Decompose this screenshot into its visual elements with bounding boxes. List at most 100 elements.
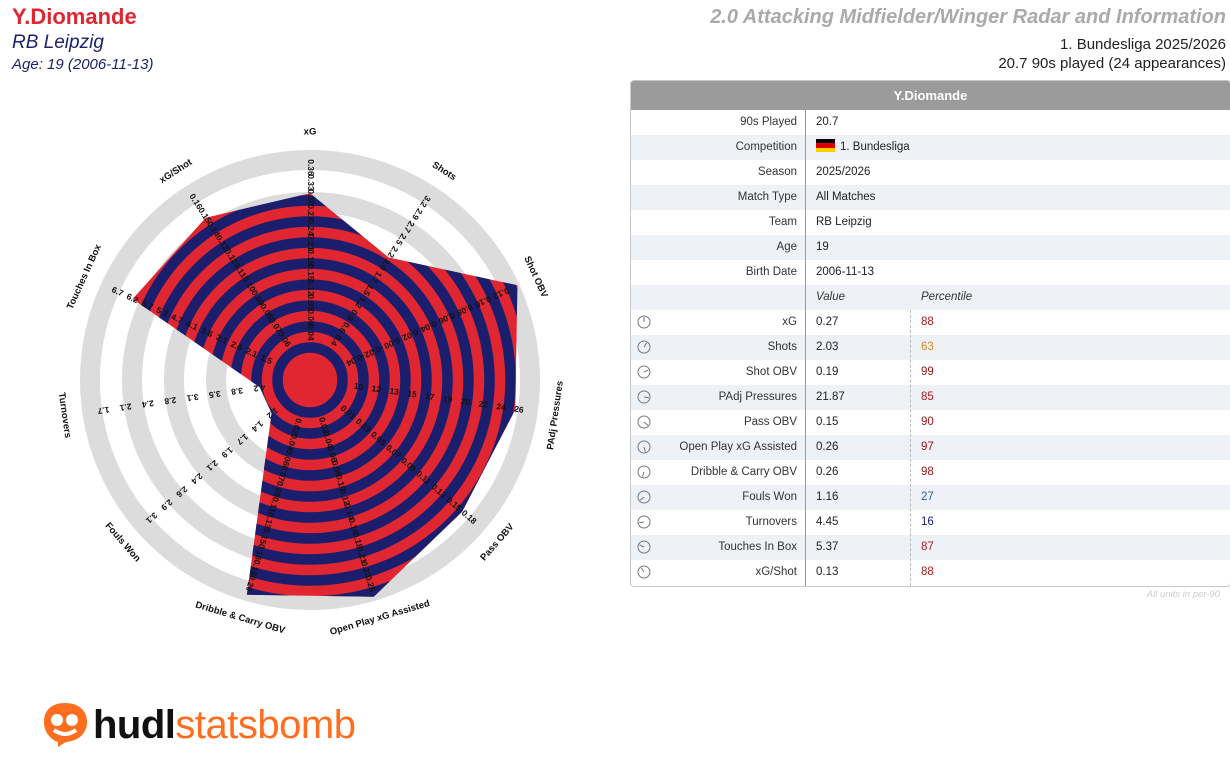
metric-percentile: 85 bbox=[921, 391, 934, 403]
metric-percentile: 99 bbox=[921, 366, 934, 378]
metric-row: Touches In Box 5.37 87 bbox=[631, 535, 1230, 560]
metric-label: xG bbox=[782, 316, 797, 328]
tick-label: 2.6 bbox=[229, 339, 244, 353]
gauge-icon bbox=[637, 315, 651, 329]
tick-label: 0.20 bbox=[244, 574, 258, 593]
percentile-column-header: Percentile bbox=[921, 291, 973, 303]
tick-label: 15 bbox=[407, 388, 418, 399]
tick-label: 0.07 bbox=[276, 464, 290, 483]
metric-row: xG 0.27 88 bbox=[631, 310, 1230, 335]
player-age: Age: 19 (2006-11-13) bbox=[12, 56, 154, 73]
brand-wordmark: hudlstatsbomb bbox=[93, 700, 356, 750]
row-label: Season bbox=[757, 166, 797, 178]
metric-row: Pass OBV 0.15 90 bbox=[631, 410, 1230, 435]
tick-label: 22 bbox=[478, 399, 489, 410]
tick-label: 3.8 bbox=[230, 385, 243, 397]
axis-label: PAdj Pressures bbox=[545, 380, 566, 450]
table-row: 90s Played 20.7 bbox=[631, 110, 1230, 135]
tick-label: 0.21 bbox=[355, 546, 369, 565]
row-value-text: 19 bbox=[816, 241, 829, 253]
metric-label: Touches In Box bbox=[718, 541, 797, 553]
table-row: Birth Date 2006-11-13 bbox=[631, 260, 1230, 285]
row-value: 2025/2026 bbox=[816, 160, 870, 185]
metric-row: PAdj Pressures 21.87 85 bbox=[631, 385, 1230, 410]
metric-percentile: 87 bbox=[921, 541, 934, 553]
row-value: RB Leipzig bbox=[816, 210, 872, 235]
table-title: Y.Diomande bbox=[631, 81, 1230, 110]
radar-chart: 0.040.060.090.120.150.180.210.240.270.30… bbox=[56, 127, 566, 638]
tick-label: 5.7 bbox=[140, 298, 155, 312]
metric-percentile: 88 bbox=[921, 316, 934, 328]
tick-label: 1.7 bbox=[97, 405, 110, 417]
tick-label: 0.18 bbox=[248, 558, 262, 577]
tick-label: 0.02 bbox=[290, 417, 304, 436]
metric-percentile: 98 bbox=[921, 466, 934, 478]
tick-label: 3.6 bbox=[199, 325, 214, 339]
column-divider bbox=[805, 110, 806, 586]
gauge-icon bbox=[637, 465, 651, 479]
table-row: Season 2025/2026 bbox=[631, 160, 1230, 185]
metric-percentile: 16 bbox=[921, 516, 934, 528]
gauge-icon bbox=[637, 390, 651, 404]
metric-row: Shot OBV 0.19 99 bbox=[631, 360, 1230, 385]
tick-label: 0.06 bbox=[306, 309, 316, 326]
metric-percentile: 90 bbox=[921, 416, 934, 428]
tick-label: 0.27 bbox=[306, 204, 316, 221]
metric-value: 1.16 bbox=[816, 491, 839, 503]
metric-value: 21.87 bbox=[816, 391, 845, 403]
tick-label: 0.12 bbox=[306, 279, 316, 296]
info-table: Y.Diomande 90s Played 20.7 Competition 1. B… bbox=[630, 80, 1230, 587]
metric-row: Turnovers 4.45 16 bbox=[631, 510, 1230, 535]
axis-label: xG/Shot bbox=[158, 156, 195, 185]
navy-stripe bbox=[251, 321, 369, 439]
tick-label: 2.9 bbox=[410, 207, 425, 223]
tick-label: 0.10 bbox=[334, 474, 348, 493]
row-label: Competition bbox=[735, 141, 797, 153]
row-value-text: RB Leipzig bbox=[816, 216, 872, 228]
metric-row: Shots 2.03 63 bbox=[631, 335, 1230, 360]
metric-value: 0.26 bbox=[816, 441, 839, 453]
gauge-icon bbox=[637, 540, 651, 554]
tick-label: 0.36 bbox=[306, 159, 316, 176]
metric-label: Open Play xG Assisted bbox=[679, 441, 797, 453]
tick-label: 0.09 bbox=[271, 480, 285, 499]
tick-label: 0.18 bbox=[306, 249, 316, 266]
metric-label: Fouls Won bbox=[742, 491, 797, 503]
value-column-header: Value bbox=[816, 291, 845, 303]
row-value: 1. Bundesliga bbox=[816, 135, 910, 160]
metric-label: Dribble & Carry OBV bbox=[690, 466, 797, 478]
tick-label: 0.15 bbox=[258, 527, 272, 546]
metric-label: Shots bbox=[767, 341, 797, 353]
tick-label: 24 bbox=[496, 401, 507, 412]
tick-label: 0.15 bbox=[306, 264, 316, 281]
row-value-text: 2006-11-13 bbox=[816, 266, 874, 278]
row-label: 90s Played bbox=[740, 116, 797, 128]
metric-percentile: 63 bbox=[921, 341, 934, 353]
tick-label: 0.16 bbox=[347, 517, 361, 536]
tick-label: 2.1 bbox=[244, 345, 259, 359]
axis-label: Shot OBV bbox=[521, 255, 550, 301]
tick-label: 6.2 bbox=[125, 291, 140, 305]
tick-label: 26 bbox=[514, 404, 525, 415]
table-subheader: Value Percentile bbox=[631, 285, 1230, 310]
tick-label: 0.04 bbox=[306, 324, 316, 341]
tick-label: 0.30 bbox=[306, 189, 316, 206]
tick-label: 0.23 bbox=[359, 560, 373, 579]
metric-label: Turnovers bbox=[745, 516, 797, 528]
radar-title: 2.0 Attacking Midfielder/Winger Radar an… bbox=[710, 6, 1226, 28]
gauge-icon bbox=[637, 490, 651, 504]
tick-label: 17 bbox=[424, 391, 435, 402]
metric-row: Dribble & Carry OBV 0.26 98 bbox=[631, 460, 1230, 485]
metric-label: Pass OBV bbox=[743, 416, 797, 428]
table-row: Match Type All Matches bbox=[631, 185, 1230, 210]
metric-percentile: 27 bbox=[921, 491, 934, 503]
tick-label: 0.06 bbox=[325, 445, 339, 464]
navy-stripe bbox=[132, 193, 516, 586]
gauge-icon bbox=[637, 440, 651, 454]
tick-label: 0.25 bbox=[363, 574, 377, 593]
tick-label: 1.5 bbox=[259, 352, 274, 366]
metric-row: Open Play xG Assisted 0.26 97 bbox=[631, 435, 1230, 460]
metric-row: Fouls Won 1.16 27 bbox=[631, 485, 1230, 510]
tick-label: 4.1 bbox=[185, 318, 200, 332]
tick-label: 0.08 bbox=[330, 459, 344, 478]
